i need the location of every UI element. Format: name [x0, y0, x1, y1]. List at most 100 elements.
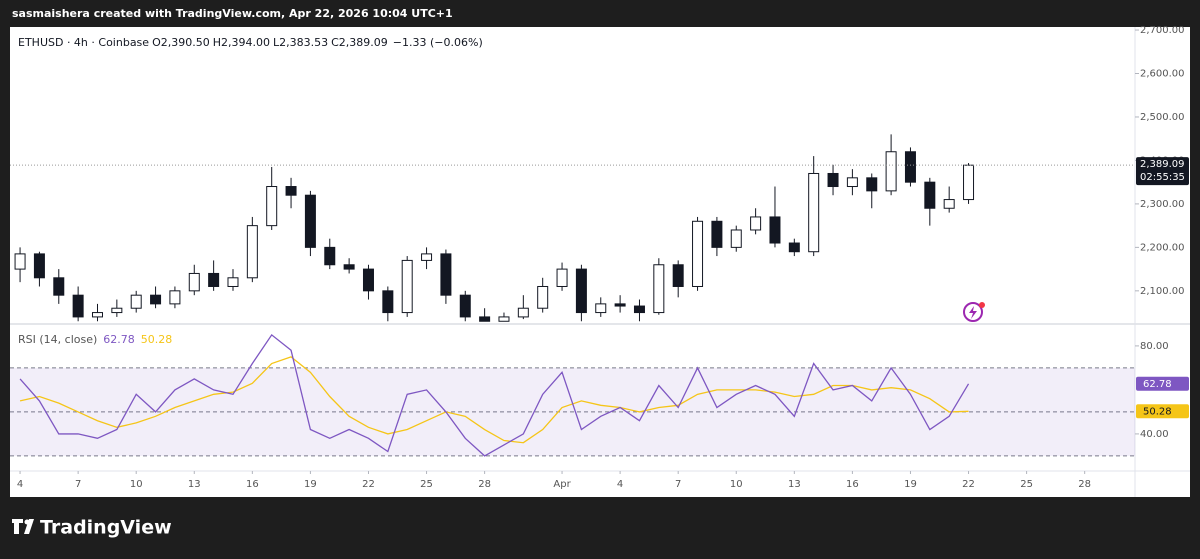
- candle-body: [963, 164, 975, 201]
- ohlc-value: 2,394.00: [221, 36, 270, 49]
- y-tick-label: 80.00: [1140, 341, 1169, 352]
- candle-body: [72, 294, 84, 318]
- candle-body: [692, 220, 704, 287]
- candle-body: [304, 194, 316, 248]
- candle-body: [904, 151, 916, 183]
- x-tick-label: 16: [846, 479, 859, 490]
- x-tick-label: 28: [1078, 479, 1091, 490]
- logo-icon: [12, 519, 34, 534]
- x-tick-label: 7: [675, 479, 681, 490]
- ohlc-value: 2,383.53: [279, 36, 328, 49]
- rsi-legend-value: 62.78: [103, 333, 135, 346]
- candle-body: [246, 225, 258, 279]
- rsi-line: [19, 356, 969, 444]
- candle-body: [382, 290, 394, 314]
- candle-body: [208, 272, 220, 287]
- x-tick-label: 4: [617, 479, 623, 490]
- chart-area: [10, 27, 1190, 497]
- y-tick-label: 2,500.00: [1140, 112, 1185, 123]
- ohlc-value: 2,390.50: [161, 36, 210, 49]
- price-pane: [10, 134, 1135, 322]
- candle-body: [885, 151, 897, 192]
- countdown: 02:55:35: [1140, 172, 1185, 183]
- candle-body: [150, 294, 162, 305]
- x-tick-label: 25: [420, 479, 433, 490]
- x-tick-label: 16: [246, 479, 259, 490]
- candle-body: [33, 253, 45, 279]
- x-tick-label: Apr: [553, 479, 571, 490]
- overlay: 2,100.002,200.002,300.002,400.002,500.00…: [17, 25, 1189, 490]
- candle-body: [788, 242, 800, 253]
- x-tick-label: 10: [130, 479, 143, 490]
- candle-body: [827, 172, 839, 188]
- x-tick-label: 7: [75, 479, 81, 490]
- candle-body: [91, 312, 103, 318]
- candle-body: [595, 303, 607, 314]
- x-tick-label: 10: [730, 479, 743, 490]
- candle-body: [556, 268, 568, 287]
- candle-body: [111, 307, 123, 314]
- candle-body: [498, 316, 510, 322]
- candle-body: [459, 294, 471, 318]
- candle-body: [537, 285, 549, 309]
- x-tick-label: 22: [362, 479, 375, 490]
- x-tick-label: 19: [304, 479, 317, 490]
- candle-body: [188, 272, 200, 292]
- x-tick-label: 13: [788, 479, 801, 490]
- value-box-label: 62.78: [1143, 379, 1172, 390]
- candle-body: [53, 277, 65, 296]
- x-tick-label: 25: [1020, 479, 1033, 490]
- value-box: [1136, 376, 1189, 391]
- ohlc-value: 2,389.09: [339, 36, 388, 49]
- y-tick-label: 40.00: [1140, 429, 1169, 440]
- candle-body: [808, 172, 820, 253]
- candle-body: [130, 294, 142, 309]
- y-tick-label: 2,100.00: [1140, 286, 1185, 297]
- rsi-line: [19, 333, 970, 457]
- candle-body: [362, 268, 374, 292]
- candle-body: [479, 316, 491, 322]
- y-tick-label: 2,200.00: [1140, 242, 1185, 253]
- candle-body: [846, 177, 858, 188]
- candle-body: [769, 216, 781, 244]
- candle-body: [711, 220, 723, 248]
- rsi-pane: [10, 333, 1135, 457]
- symbol: ETHUSD · 4h · Coinbase: [18, 36, 149, 49]
- y-tick-label: 2,600.00: [1140, 69, 1185, 80]
- candle-body: [440, 253, 452, 296]
- x-tick-label: 28: [478, 479, 491, 490]
- candle-body: [401, 259, 413, 314]
- y-tick-label: 2,300.00: [1140, 199, 1185, 210]
- value-box-label: 50.28: [1143, 406, 1172, 417]
- candle-body: [653, 264, 665, 314]
- credit: sasmaishera created with TradingView.com…: [12, 7, 453, 20]
- candle-body: [285, 186, 297, 196]
- change: −1.33 (−0.06%): [393, 36, 483, 49]
- x-tick-label: 4: [17, 479, 23, 490]
- value-box: [1136, 404, 1189, 419]
- candle-body: [943, 199, 955, 209]
- x-tick-label: 22: [962, 479, 975, 490]
- candle-body: [672, 264, 684, 287]
- candle-body: [750, 216, 762, 231]
- ohlc-key: C: [331, 36, 339, 49]
- candle-body: [324, 246, 336, 266]
- y-tick-label: 2,700.00: [1140, 25, 1185, 36]
- candle-body: [421, 253, 433, 261]
- x-tick-label: 19: [904, 479, 917, 490]
- candle-body: [266, 186, 278, 227]
- last-price-box: [1136, 157, 1189, 186]
- candle-body: [614, 303, 626, 307]
- candle-body: [575, 268, 587, 314]
- candle-body: [866, 177, 878, 192]
- alert-icon: [963, 302, 985, 322]
- x-tick-label: 13: [188, 479, 201, 490]
- candle-body: [730, 229, 742, 248]
- candle-body: [924, 181, 936, 209]
- rsi-title: RSI (14, close): [18, 333, 97, 346]
- ohlc-key: L: [273, 36, 280, 49]
- candle-body: [517, 307, 529, 318]
- ohlc-key: H: [213, 36, 221, 49]
- candle-body: [633, 305, 645, 314]
